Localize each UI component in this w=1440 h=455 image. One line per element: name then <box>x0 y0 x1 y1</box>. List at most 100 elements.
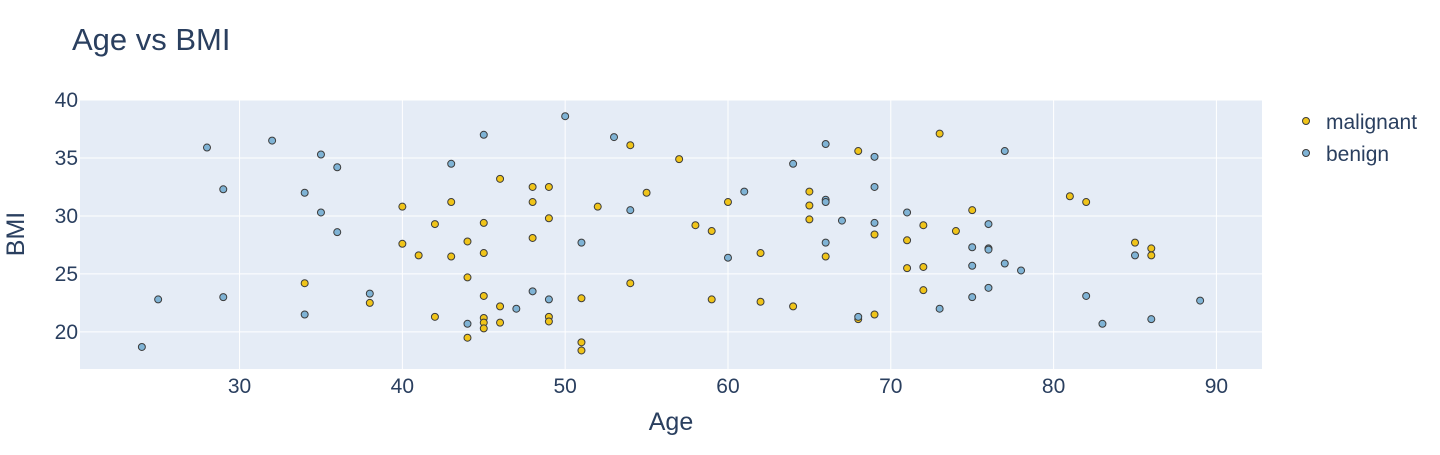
point-benign <box>935 304 944 313</box>
point-benign <box>1017 266 1026 275</box>
point-malignant <box>919 262 928 271</box>
point-benign <box>821 140 830 149</box>
point-benign <box>447 159 456 168</box>
point-malignant <box>544 214 553 223</box>
point-benign <box>1082 291 1091 300</box>
point-benign <box>463 319 472 328</box>
point-benign <box>870 218 879 227</box>
point-malignant <box>1147 244 1156 253</box>
point-malignant <box>544 182 553 191</box>
point-malignant <box>821 252 830 261</box>
point-benign <box>333 228 342 237</box>
x-tick-label: 40 <box>391 375 414 398</box>
point-malignant <box>707 295 716 304</box>
point-malignant <box>577 346 586 355</box>
point-malignant <box>414 251 423 260</box>
point-malignant <box>1065 192 1074 201</box>
point-malignant <box>1082 198 1091 207</box>
point-malignant <box>789 302 798 311</box>
point-malignant <box>544 317 553 326</box>
chart-title: Age vs BMI <box>72 22 231 57</box>
point-malignant <box>430 312 439 321</box>
point-malignant <box>528 182 537 191</box>
point-benign <box>202 143 211 152</box>
legend-marker <box>1302 149 1310 157</box>
point-benign <box>854 312 863 321</box>
point-malignant <box>951 227 960 236</box>
point-benign <box>365 289 374 298</box>
point-benign <box>316 208 325 217</box>
point-malignant <box>756 297 765 306</box>
point-benign <box>479 130 488 139</box>
legend-label: malignant <box>1326 111 1417 134</box>
point-malignant <box>691 221 700 230</box>
point-benign <box>610 133 619 142</box>
x-tick-label: 30 <box>228 375 251 398</box>
point-malignant <box>854 147 863 156</box>
point-malignant <box>300 279 309 288</box>
point-malignant <box>463 273 472 282</box>
x-tick-label: 60 <box>716 375 739 398</box>
point-benign <box>512 304 521 313</box>
axis-ticks: 30 40 50 60 70 80 90 20 25 30 35 40 <box>55 89 1228 398</box>
y-tick-label: 40 <box>55 89 78 112</box>
legend-item-malignant[interactable]: malignant <box>1302 111 1418 134</box>
point-malignant <box>479 324 488 333</box>
point-benign <box>903 208 912 217</box>
point-malignant <box>398 202 407 211</box>
point-benign <box>821 238 830 247</box>
point-malignant <box>447 252 456 261</box>
point-malignant <box>675 155 684 164</box>
legend[interactable]: malignant benign <box>1302 111 1418 166</box>
point-malignant <box>935 129 944 138</box>
point-benign <box>789 159 798 168</box>
point-benign <box>333 163 342 172</box>
point-benign <box>870 182 879 191</box>
x-tick-label: 80 <box>1042 375 1065 398</box>
point-benign <box>1000 259 1009 268</box>
point-malignant <box>805 201 814 210</box>
point-malignant <box>707 227 716 236</box>
point-malignant <box>593 202 602 211</box>
point-benign <box>268 136 277 145</box>
point-benign <box>626 206 635 215</box>
point-malignant <box>626 279 635 288</box>
point-malignant <box>528 198 537 207</box>
point-benign <box>300 188 309 197</box>
point-benign <box>1131 251 1140 260</box>
point-benign <box>154 295 163 304</box>
point-benign <box>821 198 830 207</box>
point-malignant <box>903 264 912 273</box>
point-benign <box>984 283 993 292</box>
point-malignant <box>447 198 456 207</box>
point-benign <box>1000 147 1009 156</box>
point-malignant <box>479 291 488 300</box>
x-tick-label: 50 <box>553 375 576 398</box>
y-tick-label: 35 <box>55 147 78 170</box>
x-tick-label: 70 <box>879 375 902 398</box>
y-tick-label: 25 <box>55 263 78 286</box>
point-malignant <box>577 294 586 303</box>
y-axis-label: BMI <box>2 212 30 256</box>
point-benign <box>544 295 553 304</box>
point-benign <box>968 243 977 252</box>
point-malignant <box>919 221 928 230</box>
point-malignant <box>805 187 814 196</box>
point-malignant <box>496 302 505 311</box>
y-tick-label: 20 <box>55 321 78 344</box>
point-benign <box>984 220 993 229</box>
point-benign <box>984 245 993 254</box>
point-benign <box>561 112 570 121</box>
legend-item-benign[interactable]: benign <box>1302 143 1390 166</box>
legend-marker <box>1302 117 1310 125</box>
point-malignant <box>463 333 472 342</box>
point-malignant <box>430 220 439 229</box>
point-benign <box>740 187 749 196</box>
point-malignant <box>642 188 651 197</box>
point-malignant <box>479 218 488 227</box>
point-benign <box>1098 319 1107 328</box>
point-benign <box>968 261 977 270</box>
point-malignant <box>723 198 732 207</box>
